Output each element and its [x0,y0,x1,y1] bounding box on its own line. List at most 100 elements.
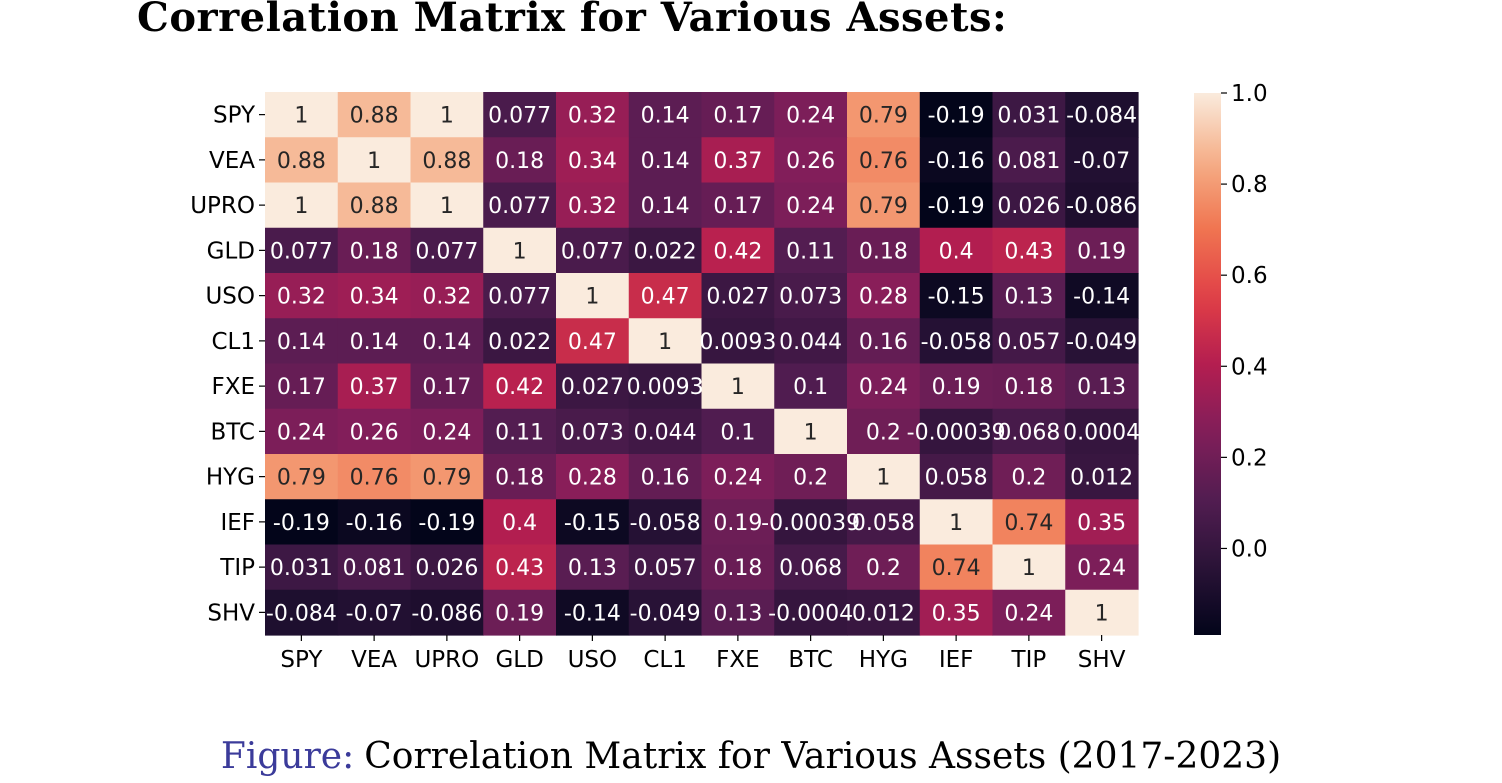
cell-label-cl1-vea: 0.14 [350,330,399,355]
cell-label-btc-fxe: 0.1 [720,420,755,445]
heatmap-cell-gld-tip [992,227,1066,274]
heatmap-cell-fxe-vea [337,363,412,410]
cell-label-uso-hyg: 0.28 [859,285,908,310]
cell-label-cl1-ief: -0.058 [921,330,992,355]
heatmap-cell-hyg-upro [410,454,484,500]
cell-label-upro-uso: 0.32 [568,194,617,219]
x-tick-label-shv: SHV [1078,647,1126,673]
cell-label-hyg-tip: 0.2 [1011,466,1046,491]
heatmap-cell-fxe-tip [992,363,1066,410]
cell-label-hyg-hyg: 1 [876,466,890,491]
heatmap-cell-spy-vea [337,92,412,138]
cell-label-tip-ief: 0.74 [932,556,981,581]
cell-label-uso-tip: 0.13 [1004,285,1053,310]
cell-label-fxe-spy: 0.17 [277,375,326,400]
heatmap-cell-btc-hyg [847,408,921,455]
heatmap-cell-upro-upro [410,182,484,229]
cell-label-ief-gld: 0.4 [502,511,537,536]
cell-label-upro-vea: 0.88 [350,194,399,219]
cell-label-tip-fxe: 0.18 [713,556,762,581]
cell-label-btc-uso: 0.073 [561,420,624,445]
cell-label-uso-vea: 0.34 [350,285,399,310]
figure-caption: Figure: Correlation Matrix for Various As… [0,736,1502,777]
cell-label-hyg-ief: 0.058 [925,466,988,491]
x-tick-label-uso: USO [568,647,618,673]
heatmap-cell-spy-tip [992,92,1066,138]
cell-label-upro-btc: 0.24 [786,194,835,219]
heatmap-cell-upro-vea [337,182,412,229]
heatmap-cell-shv-uso [556,589,630,636]
cell-label-fxe-fxe: 1 [731,375,745,400]
heatmap-cell-uso-vea [337,273,412,319]
cell-label-gld-gld: 1 [513,239,527,264]
heatmap-cell-hyg-cl1 [628,454,703,500]
heatmap-cell-cl1-cl1 [628,318,703,365]
cell-label-btc-btc: 1 [804,420,818,445]
cell-label-vea-fxe: 0.37 [713,149,762,174]
cell-label-btc-shv: 0.0004 [1063,420,1140,445]
heatmap-cell-ief-ief [919,499,994,546]
heatmap-cell-upro-cl1 [628,182,703,229]
x-tick-label-cl1: CL1 [643,647,687,673]
heatmap-cell-ief-hyg [847,499,921,546]
x-tick-label-ief: IEF [939,647,974,673]
heatmap-cell-cl1-upro [410,318,484,365]
heatmap-cell-cl1-tip [992,318,1066,365]
cell-label-tip-shv: 0.24 [1077,556,1126,581]
heatmap-cell-btc-cl1 [628,408,703,455]
cell-label-tip-gld: 0.43 [495,556,544,581]
heatmap-cell-ief-uso [556,499,630,546]
cell-label-spy-tip: 0.031 [997,104,1060,129]
heatmap-cell-ief-vea [337,499,412,546]
cell-label-vea-cl1: 0.14 [641,149,690,174]
cell-label-vea-uso: 0.34 [568,149,617,174]
heatmap-cell-uso-fxe [701,273,775,319]
y-tick-label-vea: VEA [209,148,255,174]
heatmap-cell-tip-gld [483,544,557,591]
heatmap-cell-btc-vea [337,408,412,455]
cell-label-gld-tip: 0.43 [1004,239,1053,264]
heatmap-cell-hyg-gld [483,454,557,500]
cell-label-vea-shv: -0.07 [1073,149,1130,174]
cell-label-ief-ief: 1 [949,511,963,536]
cell-label-ief-cl1: -0.058 [630,511,701,536]
heatmap-cell-fxe-fxe [701,363,775,410]
heatmap-cell-tip-tip [992,544,1066,591]
cell-label-hyg-uso: 0.28 [568,466,617,491]
heatmap-cell-vea-upro [410,137,484,184]
heatmap-cell-fxe-btc [774,363,848,410]
heatmap-cell-ief-shv [1065,499,1139,546]
cell-label-uso-cl1: 0.47 [641,285,690,310]
heatmap-cell-fxe-upro [410,363,484,410]
cell-label-uso-btc: 0.073 [779,285,842,310]
cell-label-tip-tip: 1 [1022,556,1036,581]
heatmap-cell-cl1-shv [1065,318,1139,365]
cell-label-upro-ief: -0.19 [928,194,985,219]
cell-label-fxe-hyg: 0.24 [859,375,908,400]
cell-label-shv-spy: -0.084 [266,601,337,626]
heatmap-cell-uso-gld [483,273,557,319]
x-tick-label-btc: BTC [788,647,833,673]
heatmap-cell-btc-ief [919,408,994,455]
cell-label-shv-fxe: 0.13 [713,601,762,626]
cell-label-cl1-gld: 0.022 [488,330,551,355]
heatmap-cell-gld-cl1 [628,227,703,274]
cell-label-btc-upro: 0.24 [422,420,471,445]
heatmap-cell-upro-tip [992,182,1066,229]
heatmap-cell-uso-btc [774,273,848,319]
heatmap-cell-gld-shv [1065,227,1139,274]
heatmap-cell-upro-shv [1065,182,1139,229]
cell-label-shv-tip: 0.24 [1004,601,1053,626]
heatmap-cell-cl1-vea [337,318,412,365]
cell-label-ief-btc: -0.00039 [761,511,860,536]
heatmap-cell-vea-cl1 [628,137,703,184]
x-tick-label-hyg: HYG [859,647,908,673]
heatmap-cell-cl1-btc [774,318,848,365]
colorbar: 0.0 0.2 0.4 0.6 0.8 1.0 [1194,81,1268,635]
heatmap-cell-spy-gld [483,92,557,138]
cell-label-hyg-upro: 0.79 [422,466,471,491]
cell-label-tip-vea: 0.081 [343,556,406,581]
cell-label-tip-hyg: 0.2 [866,556,901,581]
heatmap-cell-uso-ief [919,273,994,319]
cell-label-uso-gld: 0.077 [488,285,551,310]
